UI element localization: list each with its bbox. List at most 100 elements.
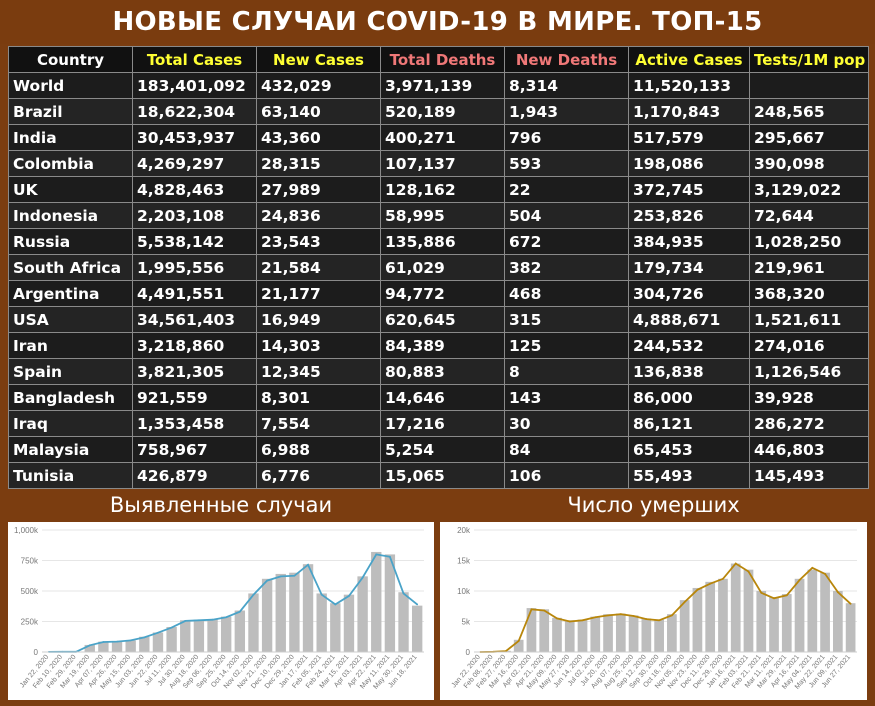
value-cell: 3,971,139 (380, 72, 505, 99)
y-tick-label: 15k (457, 557, 471, 566)
country-cell: Indonesia (8, 202, 133, 229)
deaths-section-title: Число умерших (567, 493, 740, 517)
y-tick-label: 500k (21, 587, 39, 596)
bar (667, 614, 677, 652)
table-row: Spain 3,821,305 12,345 80,883 8 136,838 1,126,… (8, 358, 869, 385)
bar (654, 619, 664, 652)
bar (577, 619, 588, 652)
value-cell: 517,579 (628, 124, 750, 151)
value-cell: 432,029 (256, 72, 381, 99)
bar (180, 620, 191, 652)
value-cell: 248,565 (749, 98, 869, 125)
value-cell: 1,353,458 (132, 410, 257, 437)
data-point (402, 592, 405, 595)
bar (603, 614, 613, 652)
bar (743, 569, 754, 652)
bar (139, 636, 150, 652)
data-point (696, 588, 699, 591)
bar (552, 617, 562, 652)
value-cell: 4,828,463 (132, 176, 257, 203)
data-point (116, 640, 118, 643)
value-cell: 1,995,556 (132, 254, 257, 281)
series-line (480, 562, 852, 653)
bar (302, 564, 314, 652)
value-cell: 23,543 (256, 228, 381, 255)
data-point (348, 594, 350, 597)
data-point (211, 618, 214, 621)
data-point (266, 579, 269, 582)
value-cell: 43,360 (256, 124, 381, 151)
country-cell: Colombia (8, 150, 133, 177)
bar (832, 591, 843, 652)
value-cell: 183,401,092 (132, 72, 257, 99)
cases-chart-panel: 0 250k 500k 750k 1,000k Jan 22, 2020 Feb 10, 2… (8, 522, 434, 700)
value-cell: 94,772 (380, 280, 505, 307)
value-cell: 504 (504, 202, 629, 229)
country-cell: UK (8, 176, 133, 203)
bar (769, 597, 779, 652)
value-cell: 125 (504, 332, 629, 359)
value-cell: 80,883 (380, 358, 505, 385)
value-cell: 468 (504, 280, 629, 307)
value-cell: 1,943 (504, 98, 629, 125)
bar (207, 619, 218, 652)
value-cell: 27,989 (256, 176, 381, 203)
country-cell: Bangladesh (8, 384, 133, 411)
value-cell: 24,836 (256, 202, 381, 229)
value-cell: 315 (504, 306, 629, 333)
bar (343, 594, 355, 652)
value-cell: 11,520,133 (628, 72, 750, 99)
value-cell: 620,645 (380, 306, 505, 333)
value-cell: 758,967 (132, 436, 257, 463)
data-point (645, 618, 648, 620)
data-point (530, 608, 533, 611)
country-cell: USA (8, 306, 133, 333)
bar (628, 615, 639, 652)
value-cell: 253,826 (628, 202, 750, 229)
value-cell: 1,170,843 (628, 98, 750, 125)
bar (679, 600, 690, 652)
table-row: USA 34,561,403 16,949 620,645 315 4,888,671 1,… (8, 306, 869, 333)
value-cell: 86,121 (628, 410, 750, 437)
table-row: Tunisia 426,879 6,776 15,065 106 55,493 145,49… (8, 462, 869, 489)
data-point (824, 573, 826, 575)
bar (692, 587, 703, 652)
value-cell: 16,949 (256, 306, 381, 333)
bar (807, 569, 818, 652)
y-tick-label: 750k (21, 557, 39, 566)
data-point (619, 613, 622, 616)
bar (234, 610, 246, 652)
bar (794, 578, 805, 652)
data-point (632, 615, 635, 617)
value-cell: 86,000 (628, 384, 750, 411)
value-cell: 3,821,305 (132, 358, 257, 385)
y-tick-label: 20k (457, 526, 471, 535)
value-cell: 219,961 (749, 254, 869, 281)
y-tick-label: 5k (462, 618, 471, 627)
value-cell: 446,803 (749, 436, 869, 463)
data-point (225, 616, 228, 619)
data-point (734, 562, 737, 565)
value-cell: 382 (504, 254, 629, 281)
value-cell: 65,453 (628, 436, 750, 463)
value-cell: 143 (504, 384, 629, 411)
bar (261, 578, 273, 652)
value-cell: 136,838 (628, 358, 750, 385)
value-cell: 8 (504, 358, 629, 385)
data-point (658, 619, 661, 622)
value-cell: 593 (504, 150, 629, 177)
data-point (238, 610, 241, 613)
data-point (785, 594, 788, 597)
value-cell: 198,086 (628, 150, 750, 177)
column-header: Tests/1M pop (749, 46, 869, 73)
value-cell: 63,140 (256, 98, 381, 125)
value-cell: 30 (504, 410, 629, 437)
country-cell: Tunisia (8, 462, 133, 489)
value-cell: 28,315 (256, 150, 381, 177)
value-cell: 5,254 (380, 436, 505, 463)
bar (275, 573, 286, 652)
data-point (747, 570, 750, 573)
bar (125, 640, 136, 652)
data-point (517, 640, 520, 642)
value-cell: 18,622,304 (132, 98, 257, 125)
